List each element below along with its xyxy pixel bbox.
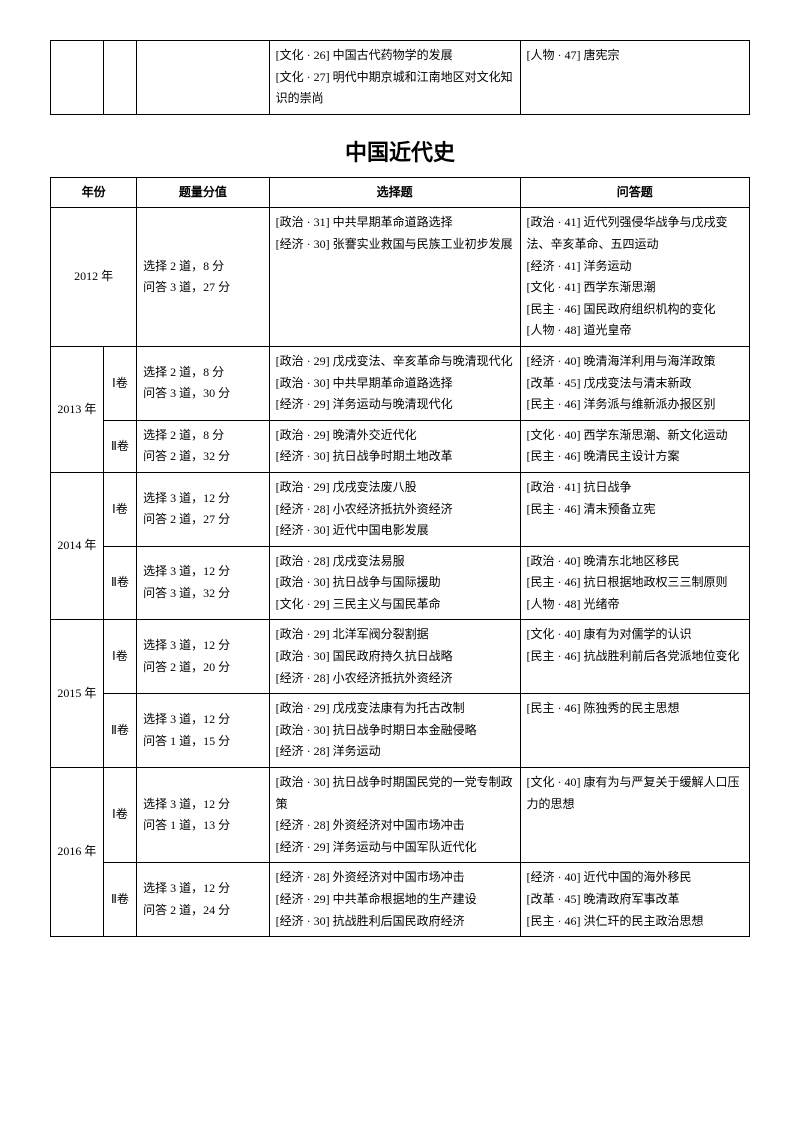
year-cell: 2012 年 xyxy=(51,208,137,347)
header-row: 年份 题量分值 选择题 问答题 xyxy=(51,177,750,208)
essay-cell: [文化 · 40] 康有为对儒学的认识[民主 · 46] 抗战胜利前后各党派地位… xyxy=(520,620,749,694)
table-row: 2012 年 选择 2 道，8 分问答 3 道，27 分 [政治 · 31] 中… xyxy=(51,208,750,347)
score-cell: 选择 2 道，8 分问答 3 道，27 分 xyxy=(137,208,269,347)
table-row: 2014 年 Ⅰ卷 选择 3 道，12 分问答 2 道，27 分 [政治 · 2… xyxy=(51,472,750,546)
essay-cell: [政治 · 40] 晚清东北地区移民[民主 · 46] 抗日根据地政权三三制原则… xyxy=(520,546,749,620)
vol-cell: Ⅰ卷 xyxy=(103,472,136,546)
score-cell: 选择 3 道，12 分问答 2 道，24 分 xyxy=(137,863,269,937)
header-year: 年份 xyxy=(51,177,137,208)
vol-cell: Ⅰ卷 xyxy=(103,620,136,694)
mcq-cell: [政治 · 29] 戊戌变法废八股[经济 · 28] 小农经济抵抗外资经济[经济… xyxy=(269,472,520,546)
main-table: 年份 题量分值 选择题 问答题 2012 年 选择 2 道，8 分问答 3 道，… xyxy=(50,177,750,937)
mcq-cell: [政治 · 29] 晚清外交近代化[经济 · 30] 抗日战争时期土地改革 xyxy=(269,420,520,472)
top-mcq-cell: [文化 · 26] 中国古代药物学的发展 [文化 · 27] 明代中期京城和江南… xyxy=(269,41,520,115)
table-row: Ⅱ卷 选择 3 道，12 分问答 1 道，15 分 [政治 · 29] 戊戌变法… xyxy=(51,694,750,768)
mcq-cell: [政治 · 30] 抗日战争时期国民党的一党专制政策[经济 · 28] 外资经济… xyxy=(269,768,520,863)
table-row: 2013 年 Ⅰ卷 选择 2 道，8 分问答 3 道，30 分 [政治 · 29… xyxy=(51,346,750,420)
mcq-cell: [经济 · 28] 外资经济对中国市场冲击[经济 · 29] 中共革命根据地的生… xyxy=(269,863,520,937)
vol-cell: Ⅱ卷 xyxy=(103,546,136,620)
top-right-0: [人物 · 47] 唐宪宗 xyxy=(527,45,743,67)
table-row: 2016 年 Ⅰ卷 选择 3 道，12 分问答 1 道，13 分 [政治 · 3… xyxy=(51,768,750,863)
vol-cell: Ⅰ卷 xyxy=(103,346,136,420)
essay-cell: [经济 · 40] 近代中国的海外移民[改革 · 45] 晚清政府军事改革[民主… xyxy=(520,863,749,937)
score-cell: 选择 3 道，12 分问答 1 道，13 分 xyxy=(137,768,269,863)
vol-cell: Ⅰ卷 xyxy=(103,768,136,863)
table-row: Ⅱ卷 选择 3 道，12 分问答 3 道，32 分 [政治 · 28] 戊戌变法… xyxy=(51,546,750,620)
score-cell: 选择 3 道，12 分问答 2 道，27 分 xyxy=(137,472,269,546)
table-row: Ⅱ卷 选择 3 道，12 分问答 2 道，24 分 [经济 · 28] 外资经济… xyxy=(51,863,750,937)
mcq-cell: [政治 · 29] 戊戌变法康有为托古改制[政治 · 30] 抗日战争时期日本金… xyxy=(269,694,520,768)
section-title: 中国近代史 xyxy=(50,135,750,167)
top-essay-cell: [人物 · 47] 唐宪宗 xyxy=(520,41,749,115)
vol-cell: Ⅱ卷 xyxy=(103,863,136,937)
year-cell: 2016 年 xyxy=(51,768,104,937)
score-cell: 选择 3 道，12 分问答 1 道，15 分 xyxy=(137,694,269,768)
essay-cell: [文化 · 40] 康有为与严复关于缓解人口压力的思想 xyxy=(520,768,749,863)
year-cell: 2013 年 xyxy=(51,346,104,472)
table-row: 2015 年 Ⅰ卷 选择 3 道，12 分问答 2 道，20 分 [政治 · 2… xyxy=(51,620,750,694)
mcq-cell: [政治 · 29] 戊戌变法、辛亥革命与晚清现代化[政治 · 30] 中共早期革… xyxy=(269,346,520,420)
mcq-cell: [政治 · 28] 戊戌变法易服[政治 · 30] 抗日战争与国际援助[文化 ·… xyxy=(269,546,520,620)
essay-cell: [民主 · 46] 陈独秀的民主思想 xyxy=(520,694,749,768)
header-score: 题量分值 xyxy=(137,177,269,208)
essay-cell: [文化 · 40] 西学东渐思潮、新文化运动[民主 · 46] 晚清民主设计方案 xyxy=(520,420,749,472)
top-left-0: [文化 · 26] 中国古代药物学的发展 xyxy=(276,45,514,67)
year-cell: 2014 年 xyxy=(51,472,104,620)
essay-cell: [经济 · 40] 晚清海洋利用与海洋政策[改革 · 45] 戊戌变法与清末新政… xyxy=(520,346,749,420)
vol-cell: Ⅱ卷 xyxy=(103,420,136,472)
mcq-cell: [政治 · 31] 中共早期革命道路选择[经济 · 30] 张謇实业救国与民族工… xyxy=(269,208,520,347)
mcq-cell: [政治 · 29] 北洋军阀分裂割据[政治 · 30] 国民政府持久抗日战略[经… xyxy=(269,620,520,694)
essay-cell: [政治 · 41] 近代列强侵华战争与戊戌变法、辛亥革命、五四运动[经济 · 4… xyxy=(520,208,749,347)
top-left-1: [文化 · 27] 明代中期京城和江南地区对文化知识的崇尚 xyxy=(276,67,514,110)
vol-cell: Ⅱ卷 xyxy=(103,694,136,768)
score-cell: 选择 2 道，8 分问答 3 道，30 分 xyxy=(137,346,269,420)
year-cell: 2015 年 xyxy=(51,620,104,768)
header-mcq: 选择题 xyxy=(269,177,520,208)
essay-cell: [政治 · 41] 抗日战争[民主 · 46] 清末预备立宪 xyxy=(520,472,749,546)
top-table: [文化 · 26] 中国古代药物学的发展 [文化 · 27] 明代中期京城和江南… xyxy=(50,40,750,115)
header-essay: 问答题 xyxy=(520,177,749,208)
score-cell: 选择 2 道，8 分问答 2 道，32 分 xyxy=(137,420,269,472)
score-cell: 选择 3 道，12 分问答 3 道，32 分 xyxy=(137,546,269,620)
score-cell: 选择 3 道，12 分问答 2 道，20 分 xyxy=(137,620,269,694)
table-row: Ⅱ卷 选择 2 道，8 分问答 2 道，32 分 [政治 · 29] 晚清外交近… xyxy=(51,420,750,472)
